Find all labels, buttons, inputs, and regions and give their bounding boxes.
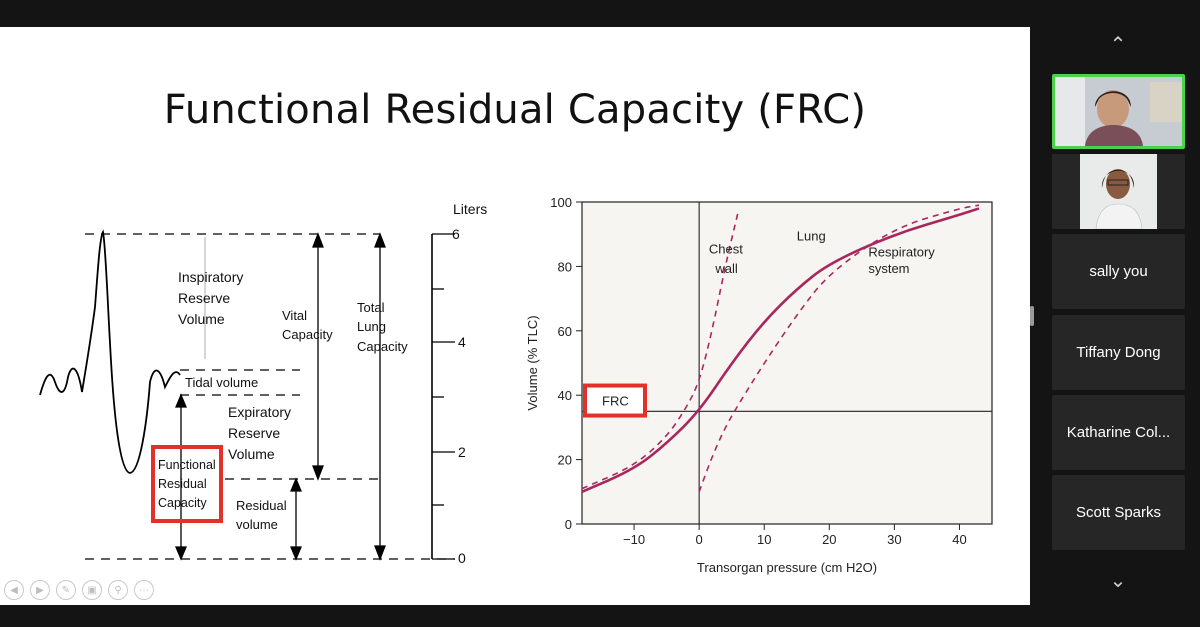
- svg-text:volume: volume: [236, 517, 278, 532]
- participant-1-video-icon: [1055, 77, 1182, 146]
- svg-text:6: 6: [452, 226, 460, 242]
- series-1-line: [698, 204, 980, 493]
- svg-text:system: system: [868, 261, 909, 276]
- y-tick-label: 40: [558, 388, 572, 403]
- svg-text:2: 2: [458, 444, 466, 460]
- vc-label: Vital: [282, 308, 307, 323]
- x-axis-label: Transorgan pressure (cm H2O): [697, 560, 877, 575]
- y-tick-label: 60: [558, 324, 572, 339]
- y-tick-label: 20: [558, 453, 572, 468]
- svg-text:wall: wall: [714, 261, 738, 276]
- svg-text:Volume: Volume: [178, 311, 225, 327]
- svg-text:4: 4: [458, 334, 466, 350]
- x-tick-label: −10: [623, 532, 645, 547]
- y-axis-label: Volume (% TLC): [525, 315, 540, 410]
- irv-label: Inspiratory: [178, 269, 243, 285]
- participant-tile-6[interactable]: Scott Sparks: [1052, 475, 1185, 550]
- x-tick-label: 10: [757, 532, 771, 547]
- respiratory-system-label: Respiratory: [868, 245, 935, 260]
- participant-tile-4[interactable]: Tiffany Dong: [1052, 315, 1185, 390]
- gallery-up-icon[interactable]: ⌃: [1109, 34, 1127, 56]
- next-icon[interactable]: ▶: [30, 580, 50, 600]
- spirometry-trace: [39, 229, 181, 474]
- slides-icon[interactable]: ▣: [82, 580, 102, 600]
- svg-text:Capacity: Capacity: [282, 327, 333, 342]
- erv-label: Expiratory: [228, 404, 291, 420]
- series-0-line: [581, 211, 739, 490]
- frc-highlight-box: [151, 445, 223, 523]
- svg-text:Reserve: Reserve: [228, 425, 280, 441]
- tlc-label: Total: [357, 300, 385, 315]
- more-icon[interactable]: ⋯: [134, 580, 154, 600]
- y-tick-label: 100: [550, 195, 572, 210]
- svg-text:Capacity: Capacity: [357, 339, 408, 354]
- x-tick-label: 0: [696, 532, 703, 547]
- resize-handle[interactable]: [1030, 306, 1034, 326]
- slide-title: Functional Residual Capacity (FRC): [163, 87, 867, 133]
- svg-text:0: 0: [458, 550, 466, 566]
- frc-box-label: Functional: [158, 458, 216, 472]
- svg-text:Lung: Lung: [357, 319, 386, 334]
- rv-label: Residual: [236, 498, 287, 513]
- zoom-icon[interactable]: ⚲: [108, 580, 128, 600]
- x-tick-label: 30: [887, 532, 901, 547]
- svg-text:Capacity: Capacity: [158, 496, 207, 510]
- lung-label: Lung: [797, 229, 826, 244]
- svg-text:Reserve: Reserve: [178, 290, 230, 306]
- x-tick-label: 20: [822, 532, 836, 547]
- svg-text:Residual: Residual: [158, 477, 207, 491]
- gallery-down-icon[interactable]: ⌄: [1109, 570, 1127, 592]
- pressure-volume-chart: −10 0 10 20 30 40 0 20 40 60 80 100 Chest wall Lung…: [525, 195, 993, 575]
- tidal-volume-label: Tidal volume: [185, 375, 258, 390]
- lung-volumes-diagram: Liters 0 2 4 6 Inspiratory Reserve Volum…: [39, 201, 487, 566]
- frc-label: FRC: [602, 394, 629, 409]
- participant-video-2[interactable]: [1052, 154, 1185, 229]
- svg-text:Volume: Volume: [228, 446, 275, 462]
- chest-wall-label: Chest: [709, 242, 743, 257]
- x-tick-label: 40: [952, 532, 966, 547]
- liters-label: Liters: [453, 201, 487, 217]
- participant-tile-5[interactable]: Katharine Col...: [1052, 395, 1185, 470]
- plot-area: [581, 201, 993, 525]
- participant-tile-3[interactable]: sally you: [1052, 234, 1185, 309]
- pen-icon[interactable]: ✎: [56, 580, 76, 600]
- shared-slide: Functional Residual Capacity (FRC): [0, 27, 1030, 605]
- bottom-bar: [0, 605, 1200, 627]
- participant-2-video-icon: [1052, 154, 1185, 229]
- participant-video-1[interactable]: [1052, 74, 1185, 149]
- y-tick-label: 80: [558, 259, 572, 274]
- series-2-line: [581, 207, 980, 493]
- frc-highlight-box: [583, 383, 647, 418]
- slide-toolbar: ◀ ▶ ✎ ▣ ⚲ ⋯: [4, 580, 154, 602]
- y-tick-label: 0: [565, 517, 572, 532]
- prev-icon[interactable]: ◀: [4, 580, 24, 600]
